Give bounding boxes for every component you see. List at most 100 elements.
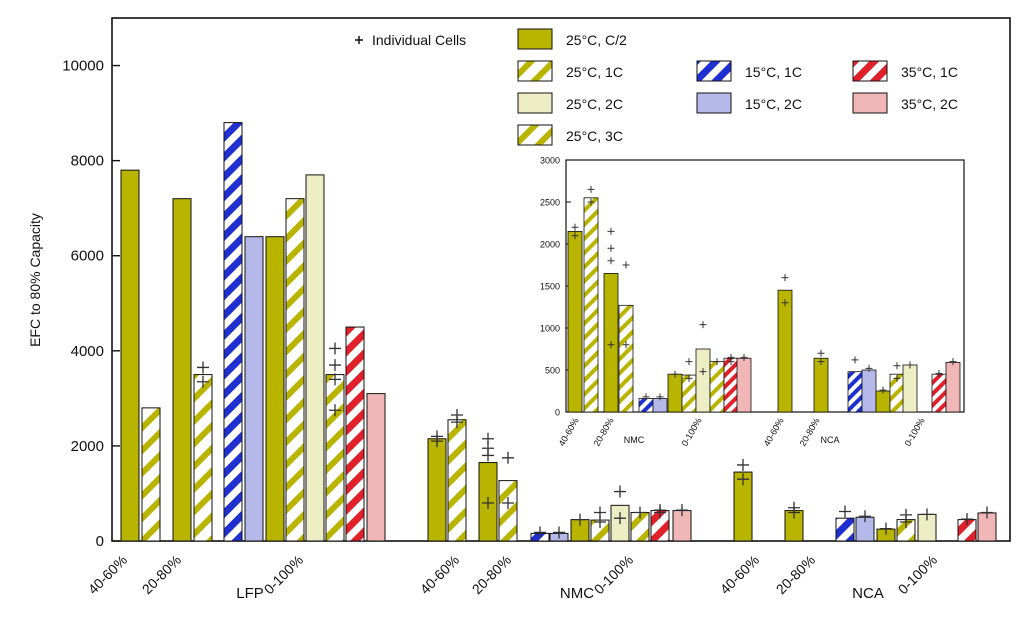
- inset-bar-nmc-35C_1C: [723, 357, 739, 413]
- legend-swatch-15C_1C: [696, 60, 732, 82]
- legend-marker-label: Individual Cells: [372, 32, 466, 48]
- y-tick-label: 6000: [71, 248, 104, 265]
- inset-cell-marker: [685, 358, 693, 366]
- inset-y-tick-label: 0: [555, 408, 560, 418]
- inset-cell-marker: [642, 393, 650, 401]
- inset-cell-marker: [656, 393, 664, 401]
- legend-label-25C_3C: 25°C, 3C: [566, 128, 623, 144]
- y-tick-label: 10000: [62, 58, 104, 75]
- inset-bar-nmc-15C_1C: [638, 398, 654, 413]
- cell-marker: [737, 458, 749, 471]
- legend-label-25C_2C: 25°C, 2C: [566, 96, 623, 112]
- chemistry-label-lfp: LFP: [236, 585, 264, 602]
- inset-x-tick-label: 20-80%: [592, 416, 616, 448]
- inset-bar-nca-25C_C2: [813, 357, 829, 413]
- bar-lfp-25C_C2: [172, 198, 192, 542]
- cell-marker: [534, 526, 546, 539]
- bar-lfp-25C_1C: [285, 198, 305, 542]
- cell-marker: [329, 342, 341, 355]
- inset-y-tick-label: 2500: [540, 198, 560, 208]
- cell-marker: [614, 512, 626, 525]
- cell-marker: [880, 522, 892, 535]
- inset-cell-marker: [781, 274, 789, 282]
- inset-y-tick-label: 2000: [540, 240, 560, 250]
- cell-marker: [859, 510, 871, 523]
- inset-x-tick-label: 40-60%: [557, 416, 581, 448]
- inset-cell-marker: [685, 374, 693, 382]
- legend-swatch-15C_2C: [696, 92, 732, 114]
- inset-cell-marker: [671, 370, 679, 378]
- inset-bar-nmc-25C_2C: [695, 348, 711, 413]
- cell-marker: [654, 506, 666, 519]
- inset-cell-marker: [893, 362, 901, 370]
- legend-swatch-25C_1C: [517, 60, 553, 82]
- legend-swatch-25C_3C: [517, 124, 553, 146]
- cell-marker: [329, 359, 341, 372]
- legend-swatch-35C_1C: [852, 60, 888, 82]
- inset-cell-marker: [699, 321, 707, 329]
- inset-cell-marker: [607, 227, 615, 235]
- legend-label-35C_1C: 35°C, 1C: [901, 64, 958, 80]
- inset-cell-marker: [851, 356, 859, 364]
- inset-cell-marker: [879, 386, 887, 394]
- bar-lfp-15C_2C: [244, 236, 264, 542]
- bar-nmc-25C_1C: [447, 419, 467, 542]
- bar-lfp-25C_C2: [120, 169, 140, 542]
- bar-lfp-25C_3C: [141, 407, 161, 542]
- inset-x-tick-label: 0-100%: [680, 416, 704, 448]
- inset-cell-marker: [817, 349, 825, 357]
- bar-lfp-35C_2C: [366, 393, 386, 542]
- inset-bar-nca-35C_1C: [931, 373, 947, 413]
- bar-lfp-25C_2C: [305, 174, 325, 542]
- x-tick-label: 20-80%: [773, 552, 818, 597]
- cell-marker: [451, 416, 463, 429]
- cell-marker: [197, 361, 209, 374]
- x-tick-label: 20-80%: [469, 552, 514, 597]
- inset-cell-marker: [906, 361, 914, 369]
- legend-swatch-25C_2C: [517, 92, 553, 114]
- cell-marker: [614, 485, 626, 498]
- cell-marker: [482, 449, 494, 462]
- legend-label-25C_C2: 25°C, C/2: [566, 32, 627, 48]
- legend-swatch-35C_2C: [852, 92, 888, 114]
- x-tick-label: 0-100%: [261, 552, 306, 597]
- cell-marker: [737, 473, 749, 486]
- inset-bar-nmc-25C_3C: [709, 361, 725, 413]
- cell-marker: [329, 404, 341, 417]
- x-tick-label: 0-100%: [895, 552, 940, 597]
- x-tick-label: 40-60%: [85, 552, 130, 597]
- x-tick-label: 0-100%: [591, 552, 636, 597]
- bar-nmc-25C_1C: [498, 480, 518, 542]
- cell-marker: [574, 513, 586, 526]
- cell-marker: [594, 515, 606, 528]
- cell-marker: [634, 506, 646, 519]
- cell-marker: [553, 526, 565, 539]
- cell-marker: [900, 515, 912, 528]
- inset-cell-marker: [607, 257, 615, 265]
- inset-bar-nmc-25C_1C: [618, 304, 634, 413]
- cell-marker: [921, 508, 933, 521]
- inset-cell-marker: [587, 185, 595, 193]
- cell-marker: [839, 505, 851, 518]
- cell-marker: [482, 496, 494, 509]
- inset-x-tick-label: 0-100%: [903, 416, 927, 448]
- cell-marker: [502, 496, 514, 509]
- chemistry-label-nca: NCA: [852, 585, 884, 602]
- inset-cell-marker: [817, 358, 825, 366]
- inset-x-tick-label: 20-80%: [798, 416, 822, 448]
- bar-lfp-25C_3C: [325, 374, 345, 542]
- y-tick-label: 8000: [71, 153, 104, 170]
- inset-bar-nmc-25C_C2: [667, 373, 683, 413]
- cell-marker: [329, 373, 341, 386]
- y-tick-label: 0: [96, 533, 104, 550]
- inset-bar-nca-25C_C2: [875, 390, 891, 413]
- inset-cell-marker: [622, 341, 630, 349]
- cell-marker: [961, 513, 973, 526]
- inset-x-tick-label: 40-60%: [762, 416, 786, 448]
- inset-cell-marker: [935, 369, 943, 377]
- x-tick-label: 40-60%: [417, 552, 462, 597]
- bar-lfp-15C_1C: [223, 122, 243, 542]
- y-tick-label: 2000: [71, 438, 104, 455]
